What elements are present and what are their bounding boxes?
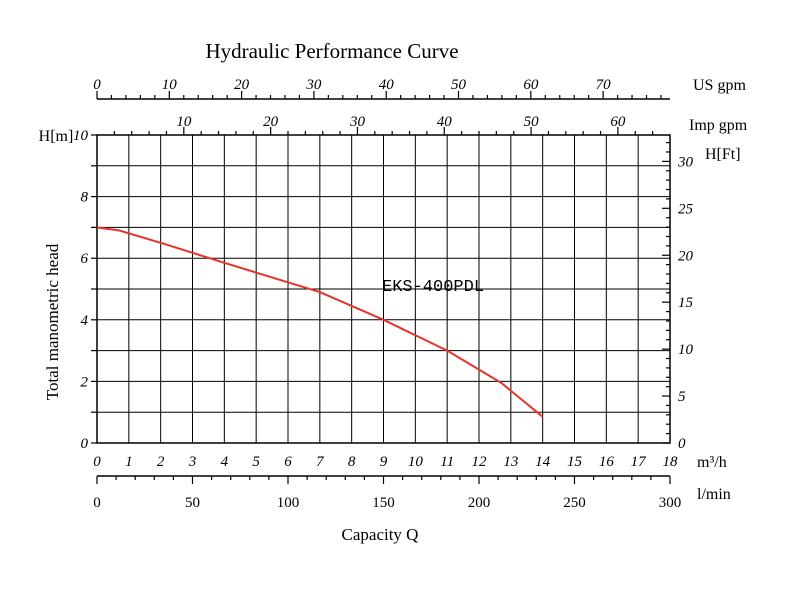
left-tick-label: 0 bbox=[81, 436, 89, 452]
bottom-lmin-tick-label: 50 bbox=[185, 495, 200, 511]
bottom-lmin-tick-label: 0 bbox=[93, 495, 101, 511]
bottom-m3h-tick-label: 5 bbox=[252, 454, 260, 470]
left-axis-unit: H[m] bbox=[39, 128, 74, 145]
top-us-gpm-tick-label: 40 bbox=[379, 77, 395, 93]
top-imp-gpm-tick-label: 40 bbox=[437, 114, 453, 130]
right-tick-label: 20 bbox=[678, 248, 694, 264]
top-imp-gpm-tick-label: 60 bbox=[610, 114, 626, 130]
series-label: EKS-400PDL bbox=[382, 278, 484, 297]
bottom-m3h-tick-label: 16 bbox=[599, 454, 615, 470]
right-tick-label: 25 bbox=[678, 201, 694, 217]
bottom-m3h-unit: m³/h bbox=[697, 454, 727, 471]
chart-title: Hydraulic Performance Curve bbox=[205, 39, 458, 63]
left-tick-label: 2 bbox=[81, 374, 89, 390]
top-us-gpm-tick-label: 10 bbox=[162, 77, 178, 93]
bottom-m3h-tick-label: 12 bbox=[472, 454, 488, 470]
performance-chart: Hydraulic Performance Curve 0 50 100 150 200… bbox=[0, 0, 800, 594]
left-tick-label: 8 bbox=[81, 190, 89, 206]
bottom-m3h-tick-label: 14 bbox=[535, 454, 551, 470]
top-us-gpm-tick-label: 20 bbox=[234, 77, 250, 93]
bottom-m3h-tick-label: 6 bbox=[284, 454, 292, 470]
top-us-gpm-tick-label: 70 bbox=[596, 77, 612, 93]
bottom-m3h-tick-label: 7 bbox=[316, 454, 325, 470]
bottom-lmin-tick-label: 300 bbox=[659, 495, 682, 511]
bottom-m3h-tick-label: 4 bbox=[221, 454, 229, 470]
top-imp-gpm-tick-label: 30 bbox=[349, 114, 366, 130]
top-us-gpm-tick-label: 0 bbox=[93, 77, 101, 93]
bottom-m3h-tick-label: 11 bbox=[440, 454, 454, 470]
bottom-lmin-tick-label: 200 bbox=[468, 495, 491, 511]
bottom-m3h-tick-label: 10 bbox=[408, 454, 424, 470]
right-tick-label: 5 bbox=[678, 389, 686, 405]
bottom-lmin-unit: l/min bbox=[697, 486, 731, 503]
bottom-m3h-tick-label: 1 bbox=[125, 454, 133, 470]
left-tick-label: 4 bbox=[81, 313, 89, 329]
right-tick-label: 0 bbox=[678, 436, 686, 452]
right-tick-label: 10 bbox=[678, 342, 694, 358]
top-us-gpm-unit: US gpm bbox=[693, 77, 746, 94]
top-imp-gpm-unit: Imp gpm bbox=[689, 117, 748, 134]
top-imp-gpm-tick-label: 10 bbox=[176, 114, 192, 130]
bottom-m3h-tick-label: 9 bbox=[380, 454, 388, 470]
bottom-m3h-tick-label: 13 bbox=[503, 454, 518, 470]
top-us-gpm-tick-label: 50 bbox=[451, 77, 467, 93]
right-tick-label: 15 bbox=[678, 295, 694, 311]
bottom-m3h-tick-label: 0 bbox=[93, 454, 101, 470]
y-axis-title: Total manometric head bbox=[43, 243, 62, 400]
axes bbox=[91, 91, 670, 484]
x-axis-title: Capacity Q bbox=[342, 525, 419, 544]
bottom-m3h-tick-label: 18 bbox=[663, 454, 679, 470]
bottom-m3h-tick-label: 2 bbox=[157, 454, 165, 470]
bottom-lmin-tick-label: 150 bbox=[372, 495, 395, 511]
top-us-gpm-tick-label: 30 bbox=[305, 77, 322, 93]
left-tick-label: 6 bbox=[81, 251, 89, 267]
right-axis-unit: H[Ft] bbox=[705, 146, 741, 163]
right-tick-label: 30 bbox=[677, 154, 694, 170]
bottom-m3h-tick-label: 15 bbox=[567, 454, 583, 470]
bottom-m3h-tick-label: 17 bbox=[631, 454, 648, 470]
left-tick-label: 10 bbox=[73, 128, 89, 144]
bottom-m3h-tick-label: 3 bbox=[188, 454, 197, 470]
top-imp-gpm-tick-label: 20 bbox=[263, 114, 279, 130]
bottom-lmin-tick-label: 100 bbox=[277, 495, 300, 511]
top-imp-gpm-tick-label: 50 bbox=[524, 114, 540, 130]
bottom-lmin-tick-label: 250 bbox=[563, 495, 586, 511]
top-us-gpm-tick-label: 60 bbox=[523, 77, 539, 93]
bottom-m3h-tick-label: 8 bbox=[348, 454, 356, 470]
